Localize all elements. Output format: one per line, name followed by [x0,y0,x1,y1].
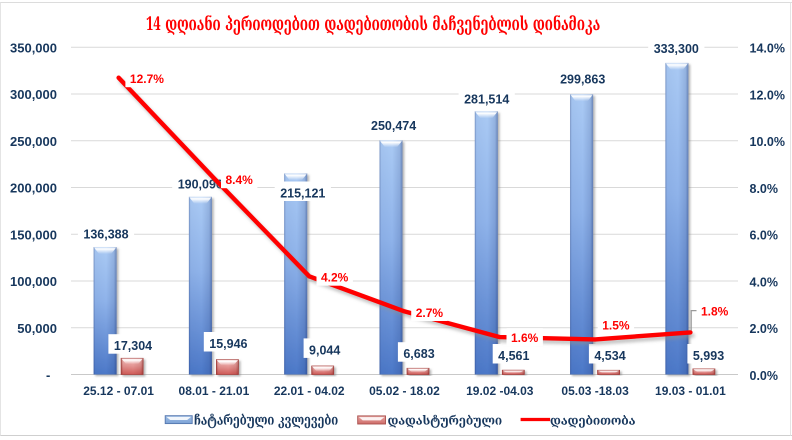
svg-text:190,096: 190,096 [178,178,223,192]
svg-text:1.6%: 1.6% [511,331,539,345]
svg-text:08.01 - 21.01: 08.01 - 21.01 [179,384,250,398]
svg-text:5,993: 5,993 [693,349,724,363]
svg-text:05.03 -18.03: 05.03 -18.03 [561,384,629,398]
svg-text:299,863: 299,863 [560,73,605,87]
svg-text:150,000: 150,000 [10,227,57,242]
svg-text:4.2%: 4.2% [321,271,349,285]
svg-text:200,000: 200,000 [10,181,57,196]
svg-text:15,946: 15,946 [209,337,247,351]
svg-text:136,388: 136,388 [83,228,128,242]
svg-text:8.0%: 8.0% [750,182,779,196]
svg-text:100,000: 100,000 [10,274,57,289]
svg-text:-: - [46,368,50,383]
svg-text:6.0%: 6.0% [750,229,779,243]
svg-text:25.12 - 07.01: 25.12 - 07.01 [83,384,154,398]
svg-text:05.02 - 18.02: 05.02 - 18.02 [369,384,440,398]
svg-text:1.8%: 1.8% [701,304,729,318]
svg-text:17,304: 17,304 [114,339,152,353]
svg-text:6,683: 6,683 [403,347,434,361]
svg-text:12.0%: 12.0% [750,88,785,102]
svg-text:14.0%: 14.0% [750,42,785,56]
svg-text:333,300: 333,300 [654,42,699,56]
svg-text:4.0%: 4.0% [750,275,779,289]
svg-text:281,514: 281,514 [464,93,509,107]
svg-text:350,000: 350,000 [10,40,57,55]
svg-text:4,534: 4,534 [594,349,625,363]
svg-text:10.0%: 10.0% [750,135,785,149]
svg-text:215,121: 215,121 [280,187,325,201]
svg-text:300,000: 300,000 [10,87,57,102]
svg-text:19.03 - 01.01: 19.03 - 01.01 [655,384,726,398]
svg-text:8.4%: 8.4% [226,173,254,187]
svg-text:0.0%: 0.0% [750,369,779,383]
svg-text:250,000: 250,000 [10,134,57,149]
svg-text:1.5%: 1.5% [602,319,630,333]
svg-text:4,561: 4,561 [498,349,529,363]
svg-text:9,044: 9,044 [309,343,340,357]
svg-text:2.0%: 2.0% [750,322,779,336]
svg-text:50,000: 50,000 [17,321,57,336]
svg-text:2.7%: 2.7% [416,306,444,320]
svg-text:250,474: 250,474 [371,119,416,133]
svg-text:12.7%: 12.7% [130,72,164,86]
svg-text:19.02 -04.03: 19.02 -04.03 [466,384,534,398]
svg-text:22.01 - 04.02: 22.01 - 04.02 [274,384,345,398]
